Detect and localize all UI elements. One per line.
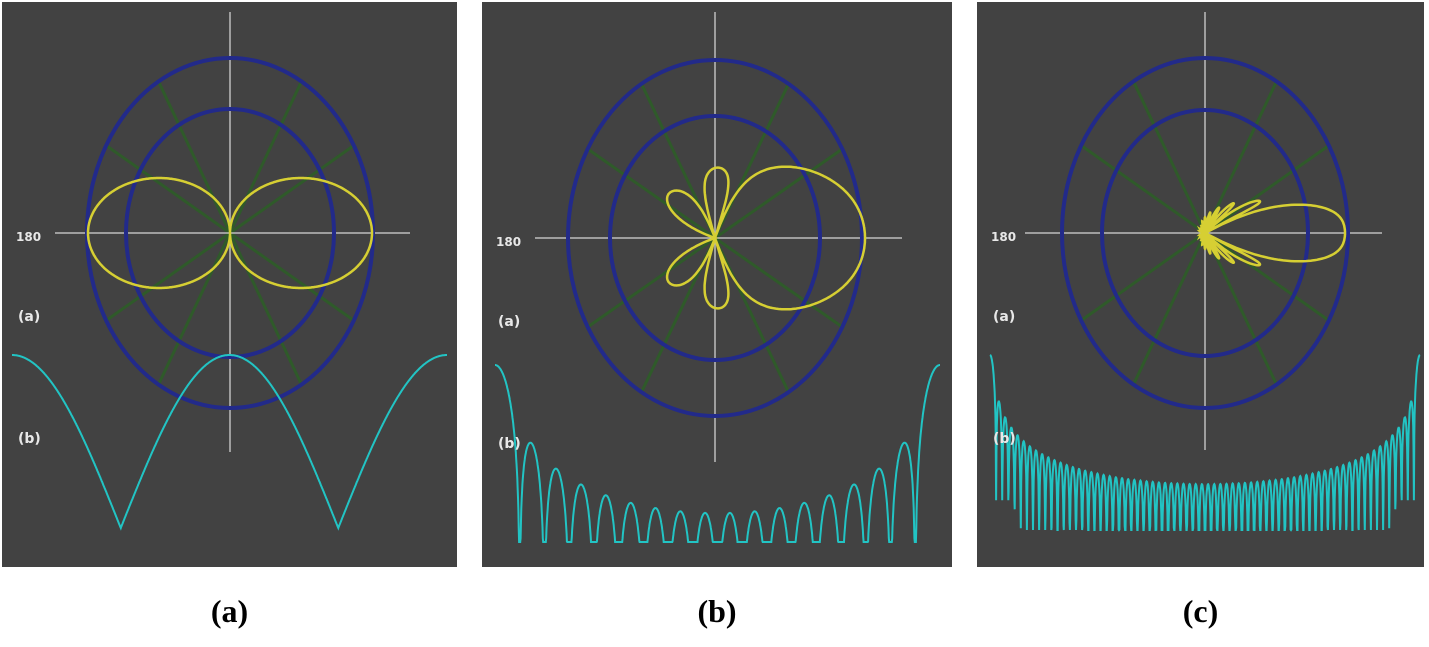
outer-ring	[566, 58, 864, 418]
panel: 180 (a) (b) (b)	[482, 2, 952, 629]
spoke	[105, 144, 231, 235]
caption: (a)	[211, 593, 248, 629]
axis-label: 180	[991, 230, 1016, 244]
cut-pattern	[12, 354, 447, 531]
inner-ring	[124, 107, 336, 359]
spoke	[229, 231, 355, 322]
inner-ring	[608, 114, 822, 362]
spoke	[1204, 144, 1330, 235]
axis-label: 180	[496, 235, 521, 249]
cut-pattern	[495, 364, 940, 543]
panel: 180 (a) (b) (a)	[2, 2, 457, 629]
spoke	[228, 232, 303, 386]
caption: (c)	[1183, 593, 1219, 629]
label-b: (b)	[993, 431, 1016, 447]
spoke	[713, 237, 790, 393]
spoke	[1080, 231, 1206, 322]
spoke	[714, 236, 844, 329]
polar-pattern	[1196, 199, 1347, 267]
spoke	[586, 147, 716, 240]
spoke	[1080, 144, 1206, 235]
spoke	[1132, 80, 1207, 234]
polar-pattern	[86, 176, 374, 290]
label-a: (a)	[993, 309, 1015, 325]
axis-label: 180	[16, 230, 41, 244]
spoke	[157, 232, 232, 386]
inner-ring	[1100, 108, 1310, 358]
outer-ring	[1060, 56, 1350, 410]
label-b: (b)	[18, 431, 41, 447]
panel-background	[977, 2, 1424, 567]
spoke	[713, 83, 790, 239]
spoke	[229, 144, 355, 235]
spoke	[228, 80, 303, 234]
spoke	[714, 147, 844, 240]
spoke	[157, 80, 232, 234]
spoke	[1132, 232, 1207, 386]
spoke	[586, 236, 716, 329]
label-b: (b)	[498, 436, 521, 452]
cut-pattern	[989, 354, 1421, 532]
caption: (b)	[697, 593, 736, 629]
label-a: (a)	[498, 314, 520, 330]
label-a: (a)	[18, 309, 40, 325]
panel: 180 (a) (b) (c)	[977, 2, 1424, 629]
spoke	[1204, 231, 1330, 322]
spoke	[105, 231, 231, 322]
panel-background	[482, 2, 952, 567]
polar-pattern	[665, 165, 867, 311]
